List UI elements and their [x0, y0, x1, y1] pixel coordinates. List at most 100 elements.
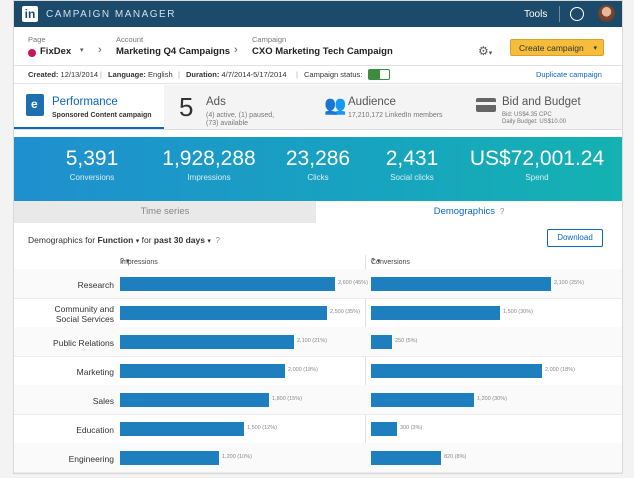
row-label-line: Engineering: [68, 454, 114, 464]
chevron-down-icon[interactable]: ▾: [80, 47, 84, 54]
meta-divider: |: [178, 70, 180, 79]
impressions-value: 1,500 (12%): [247, 425, 277, 431]
chevron-down-icon: ▾: [593, 45, 597, 52]
conversions-value: 2,000 (18%): [545, 367, 575, 373]
help-icon[interactable]: ?: [213, 236, 220, 245]
create-campaign-button[interactable]: Create campaign ▾: [510, 39, 604, 56]
stat-value: 1,928,288: [162, 147, 256, 170]
nav-divider: [559, 6, 560, 22]
stat-impressions: 1,928,288 Impressions: [154, 147, 264, 182]
account-link[interactable]: Marketing Q4 Campaigns: [116, 46, 231, 57]
stat-label: Conversions: [69, 173, 115, 182]
impressions-header[interactable]: Impressions ? ▾: [120, 258, 158, 266]
impressions-value: 2,600 (45%): [338, 280, 368, 286]
table-row: Research 2,600 (45%) 2,100 (25%): [14, 269, 622, 299]
status-label: Campaign status:: [304, 70, 363, 79]
filter-for: for: [141, 235, 152, 245]
app-title: CAMPAIGN MANAGER: [46, 9, 176, 20]
campaign-status-toggle[interactable]: [368, 69, 390, 80]
stat-label: Impressions: [187, 173, 231, 182]
tab-demographics-label: Demographics: [433, 206, 495, 217]
create-campaign-label: Create campaign: [519, 43, 584, 53]
impressions-bar[interactable]: [120, 393, 269, 407]
conversions-bar[interactable]: [371, 306, 500, 320]
row-label: Education: [14, 425, 114, 435]
conversions-value: 250 (5%): [395, 338, 418, 344]
stat-social-clicks: 2,431 Social clicks: [372, 147, 452, 182]
conversions-value: 1,500 (30%): [503, 309, 533, 315]
breadcrumb: Page FixDex ▾ › Account Marketing Q4 Cam…: [14, 27, 622, 66]
tools-menu[interactable]: Tools: [524, 9, 548, 20]
conversions-bar[interactable]: [371, 335, 392, 349]
period-selector[interactable]: past 30 days: [153, 235, 205, 245]
tab-demographics[interactable]: Demographics ?: [316, 201, 622, 223]
impressions-bar[interactable]: [120, 335, 294, 349]
stat-value: 23,286: [285, 147, 351, 170]
table-row: Sales 1,800 (15%) 1,200 (30%): [14, 385, 622, 415]
conversions-bar[interactable]: [371, 451, 441, 465]
conversions-header[interactable]: Conversions ? ▾: [371, 258, 410, 266]
summary-tabs: Performance Sponsored Content campaign 5…: [14, 85, 622, 130]
row-label-line: Education: [76, 425, 114, 435]
tab-subtitle: (73) available: [206, 120, 249, 127]
duration-info: Duration: 4/7/2014-5/17/2014: [186, 70, 287, 79]
impressions-bar[interactable]: [120, 451, 219, 465]
stat-spend: US$72,001.24 Spend: [462, 147, 612, 182]
language-info: Language: English: [108, 70, 173, 79]
credit-card-icon: [476, 98, 496, 112]
stat-value: 5,391: [65, 147, 119, 170]
filter-prefix: Demographics for: [28, 235, 96, 245]
conversions-bar[interactable]: [371, 422, 397, 436]
tab-ads[interactable]: 5 Ads (4) active, (1) paused, (73) avail…: [164, 85, 314, 129]
duplicate-campaign-link[interactable]: Duplicate campaign: [536, 70, 602, 79]
conversions-bar[interactable]: [371, 364, 542, 378]
tab-subtitle: Sponsored Content campaign: [52, 112, 152, 119]
chevron-down-icon[interactable]: ▾: [207, 238, 211, 245]
meta-divider: |: [100, 70, 102, 79]
campaign-label: Campaign: [252, 35, 287, 44]
clock-icon[interactable]: [570, 7, 584, 21]
impressions-bar[interactable]: [120, 364, 285, 378]
breadcrumb-chevron-icon: ›: [234, 44, 238, 56]
column-headers: Impressions ? ▾ Conversions ? ▾: [14, 255, 622, 267]
tab-title: Bid and Budget: [502, 96, 581, 108]
conversions-bar[interactable]: [371, 277, 551, 291]
page-label: Page: [28, 35, 46, 44]
linkedin-logo[interactable]: in: [22, 6, 38, 22]
table-row: Education 1,500 (12%) 300 (3%): [14, 414, 622, 444]
tab-title: Performance: [52, 96, 118, 108]
gear-icon[interactable]: ⚙▾: [478, 44, 493, 58]
row-label: Public Relations: [14, 338, 114, 348]
impressions-bar[interactable]: [120, 306, 327, 320]
impressions-value: 1,200 (10%): [222, 454, 252, 460]
page-selector[interactable]: FixDex: [40, 46, 72, 57]
breadcrumb-chevron-icon: ›: [98, 44, 102, 56]
performance-icon: [26, 94, 44, 116]
view-tabs: Time series Demographics ?: [14, 201, 622, 223]
row-label: Marketing: [14, 367, 114, 377]
demographics-filter: Demographics for Function ▾ for past 30 …: [28, 235, 220, 245]
avatar[interactable]: [598, 5, 615, 22]
tab-subtitle: (4) active, (1) paused,: [206, 112, 275, 119]
download-button[interactable]: Download: [547, 229, 603, 247]
impressions-bar[interactable]: [120, 277, 335, 291]
row-label-line: Marketing: [76, 367, 114, 377]
tab-bid-and-budget[interactable]: Bid and Budget Bid: US$4.35 CPC Daily Bu…: [464, 85, 622, 129]
conversions-bar[interactable]: [371, 393, 474, 407]
page-logo-icon: [28, 49, 36, 57]
top-nav-bar: in CAMPAIGN MANAGER Tools: [14, 1, 622, 27]
function-selector[interactable]: Function: [97, 235, 134, 245]
campaign-manager-window: in CAMPAIGN MANAGER Tools Page FixDex ▾ …: [13, 0, 623, 474]
stat-label: Clicks: [307, 173, 329, 182]
help-icon[interactable]: ?: [497, 207, 505, 216]
chevron-down-icon[interactable]: ▾: [135, 238, 140, 245]
tab-performance[interactable]: Performance Sponsored Content campaign: [14, 85, 164, 129]
row-label-line: Social Services: [55, 314, 114, 324]
tab-time-series[interactable]: Time series: [14, 201, 316, 223]
conversions-value: 1,200 (30%): [477, 396, 507, 402]
table-row: Engineering 1,200 (10%) 820 (8%): [14, 443, 622, 473]
tab-audience[interactable]: 👥 Audience 17,210,172 LinkedIn members: [314, 85, 464, 129]
impressions-bar[interactable]: [120, 422, 244, 436]
campaign-meta-row: Created: 12/13/2014 | Language: English …: [14, 66, 622, 84]
row-label: Research: [14, 280, 114, 290]
